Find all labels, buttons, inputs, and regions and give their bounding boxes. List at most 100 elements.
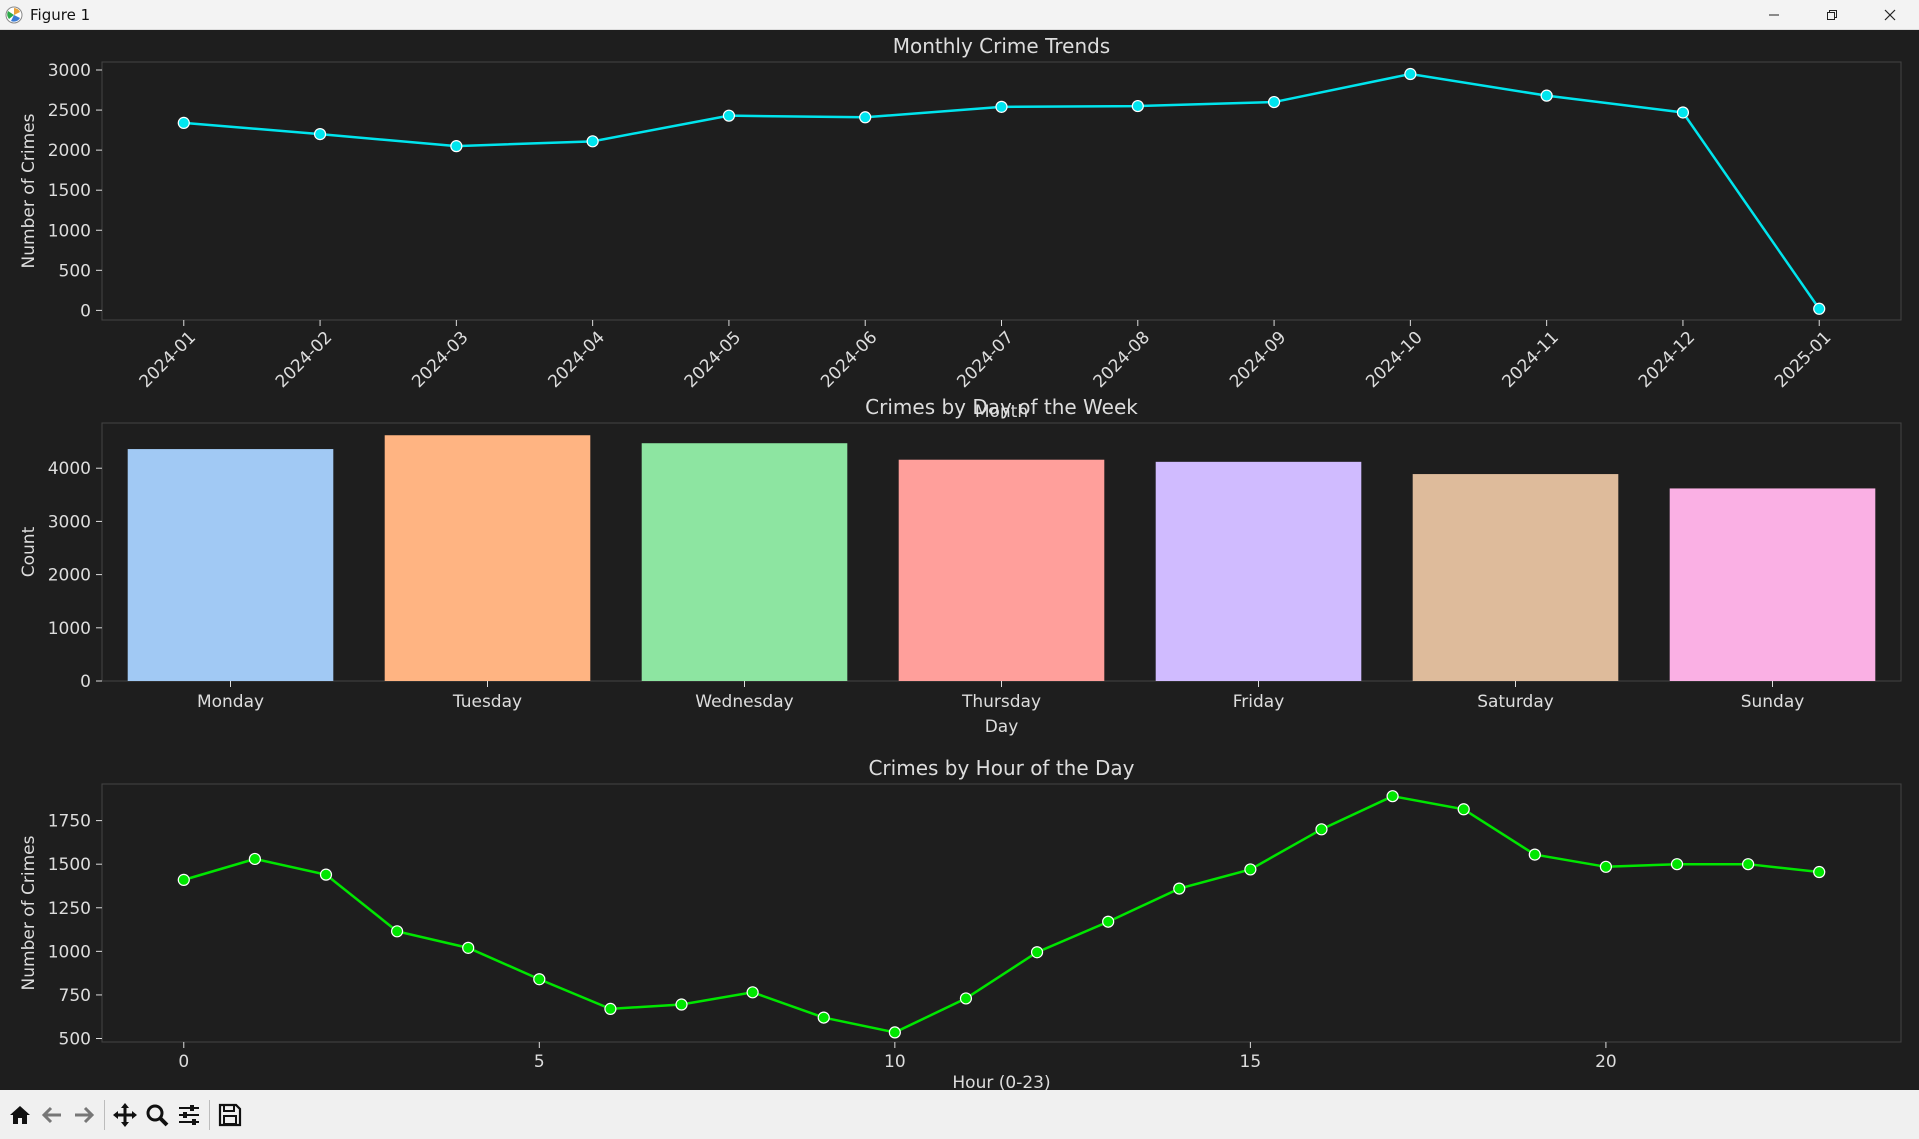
y-tick-label: 0 xyxy=(80,672,91,692)
hourly-trend-line xyxy=(183,794,1820,1034)
toolbar-separator xyxy=(104,1099,105,1130)
y-tick-label: 1750 xyxy=(48,812,91,832)
data-point xyxy=(722,109,736,122)
y-tick-label: 3000 xyxy=(48,512,91,532)
data-point xyxy=(1599,860,1613,873)
x-tick-label: 2024-10 xyxy=(1362,328,1426,392)
configure-subplots-icon xyxy=(179,1104,199,1125)
close-button[interactable] xyxy=(1861,0,1919,29)
x-axis-label: Hour (0-23) xyxy=(952,1073,1050,1090)
toolbar-separator xyxy=(209,1099,210,1130)
restore-icon xyxy=(1827,9,1837,20)
x-tick-label: 2024-07 xyxy=(953,328,1017,392)
back-button[interactable] xyxy=(36,1097,68,1133)
data-point xyxy=(1102,915,1115,928)
y-tick-label: 0 xyxy=(80,301,91,321)
x-tick-label: 2024-02 xyxy=(272,328,336,392)
x-tick-label: 2024-05 xyxy=(681,328,745,392)
save-icon xyxy=(218,1103,242,1126)
y-tick-label: 1500 xyxy=(48,855,91,875)
y-axis-label: Count xyxy=(19,526,39,577)
minimize-button[interactable] xyxy=(1745,0,1803,29)
data-point xyxy=(319,868,333,881)
data-point xyxy=(746,986,759,999)
x-tick-label: 2024-12 xyxy=(1635,328,1699,392)
forward-button[interactable] xyxy=(68,1097,100,1133)
y-tick-label: 750 xyxy=(59,986,91,1006)
zoom-icon xyxy=(146,1104,169,1126)
x-tick-label: Saturday xyxy=(1477,692,1554,712)
data-point xyxy=(1173,882,1186,895)
configure-subplots-button[interactable] xyxy=(173,1097,205,1133)
subplot-2: Crimes by Day of the Week 0 1000 2000 3000 40… xyxy=(19,395,1902,737)
y-tick-label: 3000 xyxy=(48,61,91,81)
data-point xyxy=(1315,823,1328,836)
data-point xyxy=(1404,67,1417,81)
window-titlebar: Figure 1 xyxy=(0,0,1919,30)
data-point xyxy=(1676,106,1690,119)
data-point xyxy=(248,852,261,866)
home-icon xyxy=(10,1105,30,1124)
y-tick-label: 2000 xyxy=(48,566,91,586)
forward-icon xyxy=(75,1106,95,1123)
data-point xyxy=(995,100,1008,113)
bar-thursday xyxy=(898,459,1105,681)
pan-button[interactable] xyxy=(109,1097,141,1133)
data-point xyxy=(390,925,404,938)
y-tick-label: 1000 xyxy=(48,221,91,241)
back-icon xyxy=(41,1106,61,1123)
x-tick-label: 10 xyxy=(884,1052,906,1072)
x-tick-label: Thursday xyxy=(961,692,1041,712)
chart-title: Crimes by Day of the Week xyxy=(865,395,1138,419)
data-point xyxy=(675,998,688,1011)
data-point xyxy=(450,140,463,153)
data-point xyxy=(586,135,599,148)
data-point xyxy=(1030,946,1044,959)
zoom-button[interactable] xyxy=(141,1097,173,1133)
data-point xyxy=(1267,95,1281,109)
minimize-icon xyxy=(1769,14,1779,15)
bar-tuesday xyxy=(384,435,591,681)
data-point xyxy=(1244,863,1257,876)
y-axis-label: Number of Crimes xyxy=(19,835,39,990)
axes-frame xyxy=(101,61,1902,321)
data-point xyxy=(859,111,872,124)
y-tick-label: 1500 xyxy=(48,181,91,201)
data-point xyxy=(1813,865,1826,879)
matplotlib-app-icon xyxy=(4,5,24,25)
y-tick-label: 500 xyxy=(59,1030,91,1050)
data-point xyxy=(533,973,546,986)
bar-wednesday xyxy=(641,443,848,681)
data-point xyxy=(1528,848,1541,861)
y-tick-label: 500 xyxy=(59,261,91,281)
data-point xyxy=(462,941,475,954)
window-title: Figure 1 xyxy=(30,5,91,24)
subplot-3: Crimes by Hour of the Day 500 750 1000 1250 1… xyxy=(19,756,1902,1093)
bar-sunday xyxy=(1669,488,1876,681)
pan-icon xyxy=(113,1102,137,1127)
x-tick-label: Monday xyxy=(197,692,264,712)
data-point xyxy=(177,116,190,129)
y-axis-label: Number of Crimes xyxy=(19,113,39,268)
x-tick-label: 15 xyxy=(1240,1052,1262,1072)
data-point xyxy=(1386,790,1399,803)
y-tick-label: 1000 xyxy=(48,619,91,639)
y-tick-label: 1000 xyxy=(48,942,91,962)
x-tick-label: 2024-08 xyxy=(1090,328,1154,392)
restore-button[interactable] xyxy=(1803,0,1861,29)
x-tick-label: 2024-09 xyxy=(1226,328,1290,392)
x-tick-label: 2024-11 xyxy=(1499,328,1563,392)
figure-canvas[interactable]: Monthly Crime Trends 0 500 1000 1500 2000 2500… xyxy=(0,30,1919,1093)
data-point xyxy=(817,1011,830,1024)
y-tick-label: 4000 xyxy=(48,459,91,479)
home-button[interactable] xyxy=(4,1097,36,1133)
save-button[interactable] xyxy=(214,1097,246,1133)
x-tick-label: 5 xyxy=(534,1052,545,1072)
chart-title: Crimes by Hour of the Day xyxy=(868,756,1134,780)
x-tick-label: 0 xyxy=(178,1052,189,1072)
data-point xyxy=(177,873,190,886)
bar-saturday xyxy=(1412,474,1619,681)
x-tick-label: Tuesday xyxy=(452,692,522,712)
data-point xyxy=(604,1002,617,1015)
bar-monday xyxy=(127,449,334,681)
